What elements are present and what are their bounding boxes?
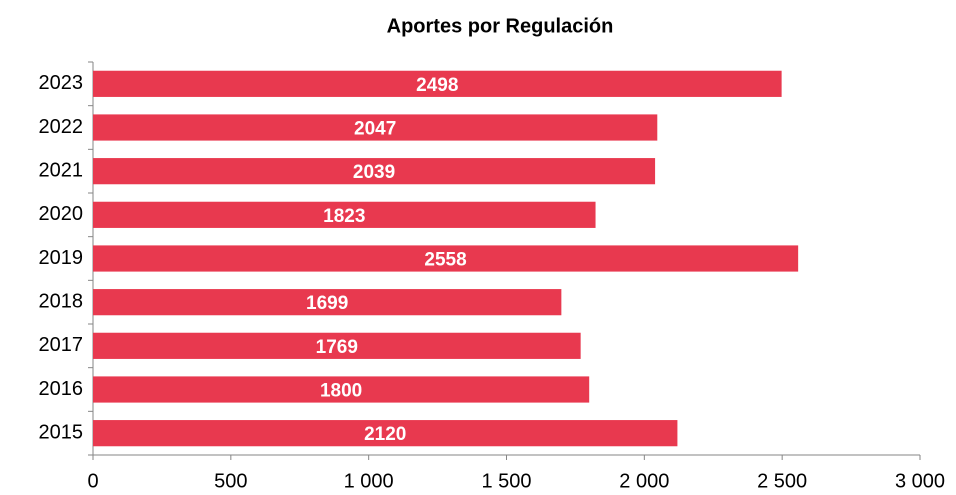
data-label: 1699 [306, 293, 348, 314]
y-tick-label: 2020 [39, 203, 84, 225]
x-tick-label: 0 [87, 470, 98, 492]
bar [93, 332, 581, 359]
x-tick-label: 2 000 [619, 470, 669, 492]
x-tick-label: 3 000 [895, 470, 945, 492]
data-label: 2120 [364, 424, 406, 445]
y-tick-label: 2022 [39, 116, 84, 138]
data-label: 2498 [416, 75, 458, 96]
x-tick-label: 500 [214, 470, 247, 492]
bar [93, 376, 590, 403]
y-tick-label: 2017 [39, 334, 84, 356]
y-tick-label: 2018 [39, 290, 84, 312]
data-label: 2558 [424, 250, 466, 271]
chart-title: Aportes por Regulación [387, 15, 614, 37]
data-label: 1823 [323, 206, 365, 227]
bar [93, 70, 782, 97]
data-label: 2047 [354, 119, 396, 140]
y-tick-label: 2021 [39, 159, 84, 181]
y-tick-label: 2016 [39, 378, 84, 400]
bar [93, 158, 656, 185]
bar [93, 420, 678, 447]
bar [93, 201, 596, 228]
x-tick-label: 1 000 [344, 470, 394, 492]
x-tick-label: 1 500 [481, 470, 531, 492]
bar [93, 114, 658, 141]
y-tick-label: 2015 [39, 421, 84, 443]
x-tick-label: 2 500 [757, 470, 807, 492]
data-label: 2039 [353, 162, 395, 183]
data-label: 1769 [316, 337, 358, 358]
bar [93, 245, 799, 272]
data-label: 1800 [320, 381, 362, 402]
bar [93, 289, 562, 316]
y-tick-label: 2019 [39, 247, 84, 269]
y-tick-label: 2023 [39, 72, 84, 94]
